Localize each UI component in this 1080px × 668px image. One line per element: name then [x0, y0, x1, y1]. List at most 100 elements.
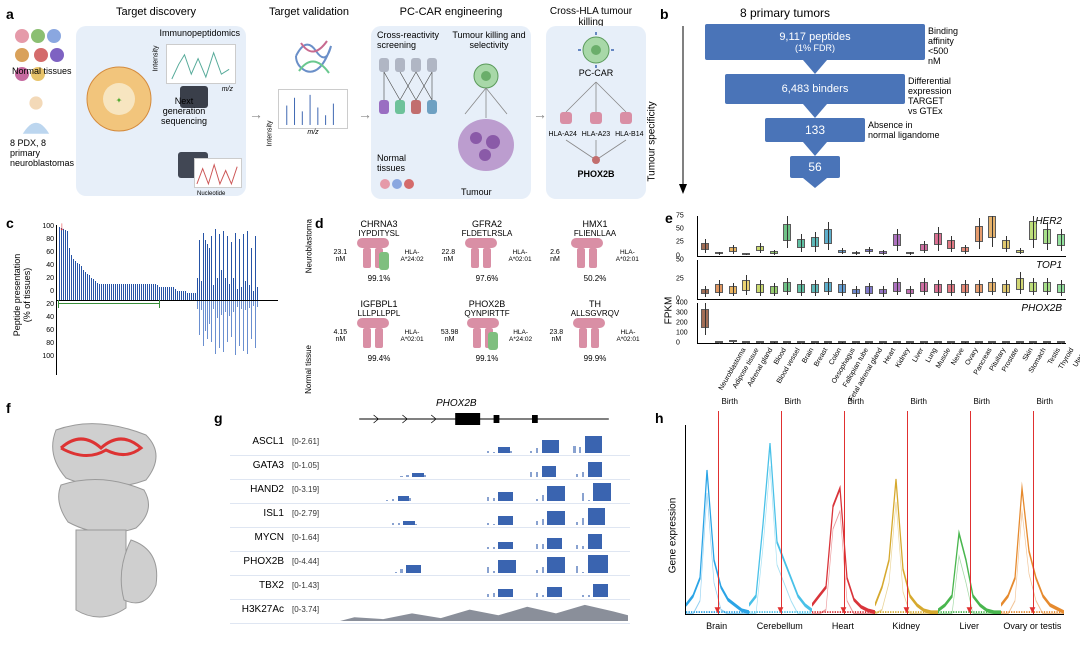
- engineering-box: Cross-reactivity screening Tumour killin…: [371, 26, 531, 199]
- nucleotide-plot: Nucleotide: [194, 158, 242, 188]
- funnel-side-2: Absence in normal ligandome: [868, 120, 940, 140]
- track-TBX2: TBX2[0-1.43]: [230, 576, 630, 600]
- panel-f: f: [6, 400, 206, 650]
- gene-model: PHOX2B: [340, 410, 628, 428]
- child-icon: [14, 92, 58, 136]
- panel-e-label: e: [665, 210, 673, 226]
- hla-b14: HLA-B14: [615, 131, 643, 138]
- cell-icon: ✦: [84, 64, 154, 134]
- cross-screen-label: Cross-reactivity screening: [377, 30, 449, 50]
- funnel: 9,117 peptides(1% FDR)Binding affinity <…: [690, 24, 940, 188]
- hla-a23: HLA-A23: [582, 131, 610, 138]
- funnel-step-1: 6,483 binders: [725, 74, 905, 104]
- mz-label: m/z: [222, 86, 233, 93]
- stage-engineering: PC-CAR engineering: [366, 6, 536, 18]
- panel-c: c Peptide presentation (% of tissues) Ne…: [6, 215, 306, 385]
- mhc-card-th: THALLSGVRQV23.8 nMHLA-A*02:0199.9%: [545, 299, 645, 379]
- e-plot-TOP1: 02550TOP1: [697, 260, 1066, 301]
- panel-a: a Target discovery Target validation PC-…: [6, 6, 646, 206]
- c-ylab: Peptide presentation (% of tissues): [12, 225, 32, 365]
- stage-crosshla: Cross-HLA tumour killing: [536, 6, 646, 28]
- g-tracks: ASCL1[0-2.61]GATA3[0-1.05]HAND2[0-3.19]I…: [230, 432, 630, 624]
- c-red-arrow: ↓: [59, 219, 65, 233]
- mhc-card-hmx1: HMX1FLIENLLAA2.6 nMHLA-A*02:0150.2%: [545, 219, 645, 299]
- mz-label-2: m/z: [268, 129, 358, 136]
- track-ASCL1: ASCL1[0-2.61]: [230, 432, 630, 456]
- funnel-step-3: 56: [790, 156, 840, 178]
- protein-structure-icon: [291, 31, 335, 81]
- track-ISL1: ISL1[0-2.79]: [230, 504, 630, 528]
- track-H3K27Ac: H3K27Ac[0-3.74]: [230, 600, 630, 624]
- mhc-card-igfbpl1: IGFBPL1LLLPLLPPL4.15 nMHLA-A*02:0199.4%: [329, 299, 429, 379]
- h-xlabels: BrainCerebellumHeartKidneyLiverOvary or …: [685, 621, 1064, 641]
- mhc-card-chrna3: CHRNA3IYPDITYSL23.1 nMHLA-A*24:0299.1%: [329, 219, 429, 299]
- e-plot-HER2: 0255075HER2: [697, 216, 1066, 257]
- funnel-side-0: Binding affinity <500 nM: [928, 26, 958, 66]
- h-tissue-liver: Birth▼: [938, 425, 1001, 614]
- crosshla-box: PC-CAR HLA-A24 HLA-A23 HLA-B14 PHOX2B: [546, 26, 646, 199]
- hla-tree: [546, 78, 646, 128]
- ngs-label: Next generation sequencing: [154, 96, 214, 126]
- panel-e: e FPKM 0255075HER202550TOP10100200300400…: [665, 210, 1070, 395]
- mini-organs: [379, 178, 415, 193]
- pdx-label: 8 PDX, 8 primary neuroblastomas: [10, 138, 80, 168]
- mhc-card-phox2b: PHOX2BQYNPIRTTF53.98 nMHLA-A*24:0299.1%: [437, 299, 537, 379]
- hla-a24: HLA-A24: [548, 131, 576, 138]
- funnel-side-1: Differential expression TARGET vs GTEx: [908, 76, 952, 116]
- arrow-3: →: [533, 106, 547, 122]
- normal-tissues-label: Normal tissues: [12, 66, 72, 76]
- c-ticks: 10080604020020406080100: [36, 223, 54, 366]
- panel-d-label: d: [315, 215, 324, 231]
- funnel-step-0: 9,117 peptides(1% FDR): [705, 24, 925, 60]
- stage-validation: Target validation: [254, 6, 364, 18]
- d-grid: CHRNA3IYPDITYSL23.1 nMHLA-A*24:0299.1%GF…: [325, 219, 649, 379]
- h-tissue-ovary-or-testis: Birth▼: [1001, 425, 1064, 614]
- svg-text:✦: ✦: [116, 96, 123, 105]
- pccar-cell-icon: [578, 32, 614, 68]
- arrow-2: →: [358, 106, 372, 122]
- e-plot-PHOX2B: 0100200300400PHOX2B: [697, 303, 1066, 344]
- track-HAND2: HAND2[0-3.19]: [230, 480, 630, 504]
- b-arrow-down: [678, 26, 688, 194]
- e-plots: 0255075HER202550TOP10100200300400PHOX2B: [697, 216, 1066, 347]
- organ-icons: [14, 28, 74, 85]
- normal-tissues-right: Normal tissues: [377, 153, 406, 173]
- track-GATA3: GATA3[0-1.05]: [230, 456, 630, 480]
- panel-b: b 8 primary tumors Tumour specificity 9,…: [660, 6, 1060, 196]
- h-tissue-brain: Birth▼: [686, 425, 749, 614]
- c-bars-down: [59, 301, 259, 376]
- intensity-label-2: Intensity: [267, 120, 274, 146]
- track-PHOX2B: PHOX2B[0-4.44]: [230, 552, 630, 576]
- panel-g-label: g: [214, 410, 223, 426]
- g-gene-label: PHOX2B: [436, 398, 477, 409]
- b-title: 8 primary tumors: [740, 6, 830, 20]
- e-ylab: FPKM: [663, 297, 674, 325]
- panel-h: h Gene expression Birth▼Birth▼Birth▼Birt…: [655, 410, 1070, 655]
- track-MYCN: MYCN[0-1.64]: [230, 528, 630, 552]
- kill-sel-label: Tumour killing and selectivity: [451, 30, 527, 50]
- c-up-label: Neuroblastoma: [304, 219, 313, 273]
- h-tissue-heart: Birth▼: [812, 425, 875, 614]
- h-ylab: Gene expression: [667, 498, 678, 574]
- panel-d: d CHRNA3IYPDITYSL23.1 nMHLA-A*24:0299.1%…: [315, 215, 655, 390]
- c-bars-up: [59, 225, 259, 300]
- tumour-kill-icon: [451, 60, 521, 180]
- panel-g: g PHOX2B ASCL1[0-2.61]GATA3[0-1.05]HAND2…: [230, 410, 630, 655]
- b-yaxis: Tumour specificity: [647, 101, 658, 181]
- phox2b-label: PHOX2B: [546, 169, 646, 179]
- arrow-1: →: [249, 106, 263, 122]
- stage-discovery: Target discovery: [86, 6, 226, 18]
- h-plot: Birth▼Birth▼Birth▼Birth▼Birth▼Birth▼: [685, 425, 1064, 615]
- hla-labels: HLA-A24 HLA-A23 HLA-B14: [546, 131, 646, 138]
- pccar-label: PC-CAR: [546, 68, 646, 78]
- validation-box: Intensity m/z: [268, 31, 358, 196]
- c-axis: ↓: [56, 225, 278, 375]
- funnel-step-2: 133: [765, 118, 865, 142]
- c-green-bracket: [59, 303, 159, 304]
- panel-f-label: f: [6, 400, 11, 416]
- mhc-card-gfra2: GFRA2FLDETLRSLA22.8 nMHLA-A*02:0197.6%: [437, 219, 537, 299]
- mhc-structure: [6, 400, 206, 640]
- tumour-label: Tumour: [461, 187, 492, 197]
- ms-plot: Intensity m/z: [166, 44, 236, 84]
- car-array: [377, 56, 443, 119]
